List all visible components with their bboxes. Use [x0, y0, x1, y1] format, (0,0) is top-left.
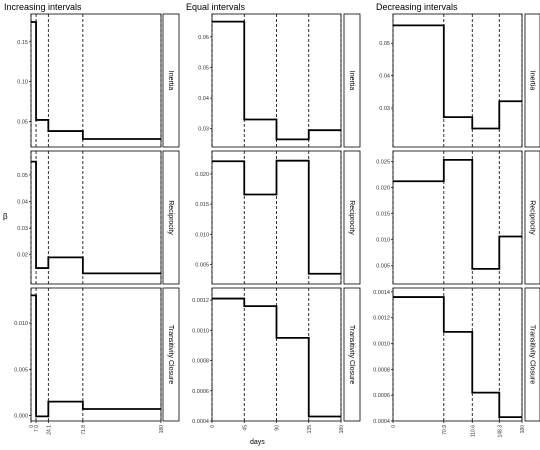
column-title-increasing: Increasing intervals	[4, 2, 82, 12]
strip-label-c1-r0: Inertia	[348, 71, 355, 91]
y-tick-label-c0-r0-2: 0.15	[17, 40, 28, 46]
y-tick-label-c0-r2-1: 0.005	[14, 367, 28, 373]
column-title-decreasing: Decreasing intervals	[376, 2, 458, 12]
y-tick-label-c2-r1-1: 0.010	[376, 238, 390, 244]
y-tick-label-c2-r1-2: 0.015	[376, 212, 390, 218]
step-line-c1-r2	[212, 297, 341, 418]
strip-label-c0-r2: Transitivity Closure	[167, 325, 174, 384]
panel-border-c2-r1	[392, 150, 523, 285]
y-tick-label-c2-r1-4: 0.025	[376, 159, 390, 165]
panel-border-c0-r0	[30, 13, 162, 148]
y-tick-label-c1-r2-3: 0.0010	[192, 328, 209, 334]
strip-label-c1-r2: Transitivity Closure	[348, 325, 355, 384]
y-tick-label-c0-r1-3: 0.05	[17, 173, 28, 179]
x-tick-label-c0-2: 24.1	[46, 425, 52, 435]
strip-box-c2-r1	[524, 150, 540, 285]
x-tick-label-c1-3: 135	[307, 425, 313, 434]
x-tick-label-c1-0: 0	[210, 425, 216, 428]
y-tick-label-c1-r0-0: 0.03	[198, 127, 209, 133]
column-title-equal: Equal intervals	[186, 2, 246, 12]
x-tick-label-c2-1: 70.9	[442, 425, 448, 435]
step-line-c0-r1	[31, 160, 161, 275]
strip-box-c0-r2	[162, 287, 180, 422]
strip-label-c2-r0: Inertia	[529, 71, 536, 91]
panel-border-c2-r0	[392, 13, 523, 148]
step-line-c1-r0	[212, 20, 341, 141]
strip-label-c2-r2: Transitivity Closure	[529, 325, 536, 384]
x-tick-label-c1-4: 180	[339, 425, 345, 434]
x-tick-label-c0-3: 71.8	[81, 425, 87, 435]
y-tick-label-c0-r1-2: 0.04	[17, 200, 28, 206]
y-tick-label-c1-r1-3: 0.020	[195, 172, 209, 178]
y-tick-label-c2-r1-0: 0.005	[376, 264, 390, 270]
step-line-c0-r0	[31, 21, 161, 140]
y-tick-label-c1-r1-1: 0.010	[195, 232, 209, 238]
panel-border-c0-r1	[30, 150, 162, 285]
strip-label-c1-r1: Reciprocity	[348, 200, 355, 235]
x-tick-label-c2-0: 0	[391, 425, 397, 428]
strip-label-c0-r0: Inertia	[167, 71, 174, 91]
y-tick-label-c1-r0-2: 0.05	[198, 66, 209, 72]
y-tick-label-c2-r2-5: 0.0014	[373, 290, 390, 296]
x-tick-label-c2-2: 110.6	[470, 425, 476, 437]
x-tick-label-c1-1: 45	[242, 425, 248, 431]
y-axis-label: β	[3, 212, 8, 221]
strip-box-c1-r0	[343, 13, 361, 148]
y-tick-label-c1-r1-2: 0.015	[195, 202, 209, 208]
y-tick-label-c0-r0-1: 0.10	[17, 80, 28, 86]
y-tick-label-c2-r0-1: 0.04	[379, 74, 390, 80]
x-tick-label-c2-4: 180	[520, 425, 526, 434]
y-tick-label-c0-r0-0: 0.05	[17, 120, 28, 126]
y-tick-label-c1-r2-1: 0.0006	[192, 389, 209, 395]
step-line-c2-r1	[393, 158, 522, 270]
strip-label-c0-r1: Reciprocity	[167, 200, 174, 235]
x-tick-label-c0-4: 180	[159, 425, 165, 434]
y-tick-label-c1-r1-0: 0.005	[195, 263, 209, 269]
y-tick-label-c2-r2-3: 0.0010	[373, 342, 390, 348]
x-tick-label-c1-2: 90	[275, 425, 281, 431]
strip-box-c2-r0	[524, 13, 540, 148]
y-tick-label-c0-r1-0: 0.02	[17, 253, 28, 259]
y-tick-label-c0-r2-0: 0.000	[14, 413, 28, 419]
y-tick-label-c1-r0-3: 0.06	[198, 35, 209, 41]
x-axis-label: days	[250, 439, 265, 446]
step-line-c0-r2	[31, 294, 161, 418]
x-tick-label-c0-1: 7.0	[34, 425, 40, 432]
strip-box-c2-r2	[524, 287, 540, 422]
step-line-c1-r1	[212, 159, 341, 275]
panel-border-c2-r2	[392, 287, 523, 422]
strip-box-c0-r0	[162, 13, 180, 148]
y-tick-label-c2-r2-4: 0.0012	[373, 316, 390, 322]
y-tick-label-c2-r2-2: 0.0008	[373, 367, 390, 373]
strip-box-c0-r1	[162, 150, 180, 285]
step-line-c2-r2	[393, 296, 522, 419]
strip-box-c1-r1	[343, 150, 361, 285]
y-tick-label-c2-r2-1: 0.0006	[373, 393, 390, 399]
y-tick-label-c2-r0-2: 0.05	[379, 41, 390, 47]
y-tick-label-c0-r2-2: 0.010	[14, 321, 28, 327]
y-tick-label-c1-r2-2: 0.0008	[192, 359, 209, 365]
strip-box-c1-r2	[343, 287, 361, 422]
y-tick-label-c2-r2-0: 0.0004	[373, 419, 390, 425]
y-tick-label-c2-r0-0: 0.03	[379, 106, 390, 112]
strip-label-c2-r1: Reciprocity	[529, 200, 536, 235]
step-line-c2-r0	[393, 24, 522, 130]
y-tick-label-c1-r2-4: 0.0012	[192, 298, 209, 304]
y-tick-label-c1-r2-0: 0.0004	[192, 419, 209, 425]
y-tick-label-c1-r0-1: 0.04	[198, 96, 209, 102]
y-tick-label-c2-r1-3: 0.020	[376, 186, 390, 192]
y-tick-label-c0-r1-1: 0.03	[17, 226, 28, 232]
x-tick-label-c2-3: 148.3	[497, 425, 503, 438]
x-tick-label-c0-0: 0	[29, 425, 35, 428]
